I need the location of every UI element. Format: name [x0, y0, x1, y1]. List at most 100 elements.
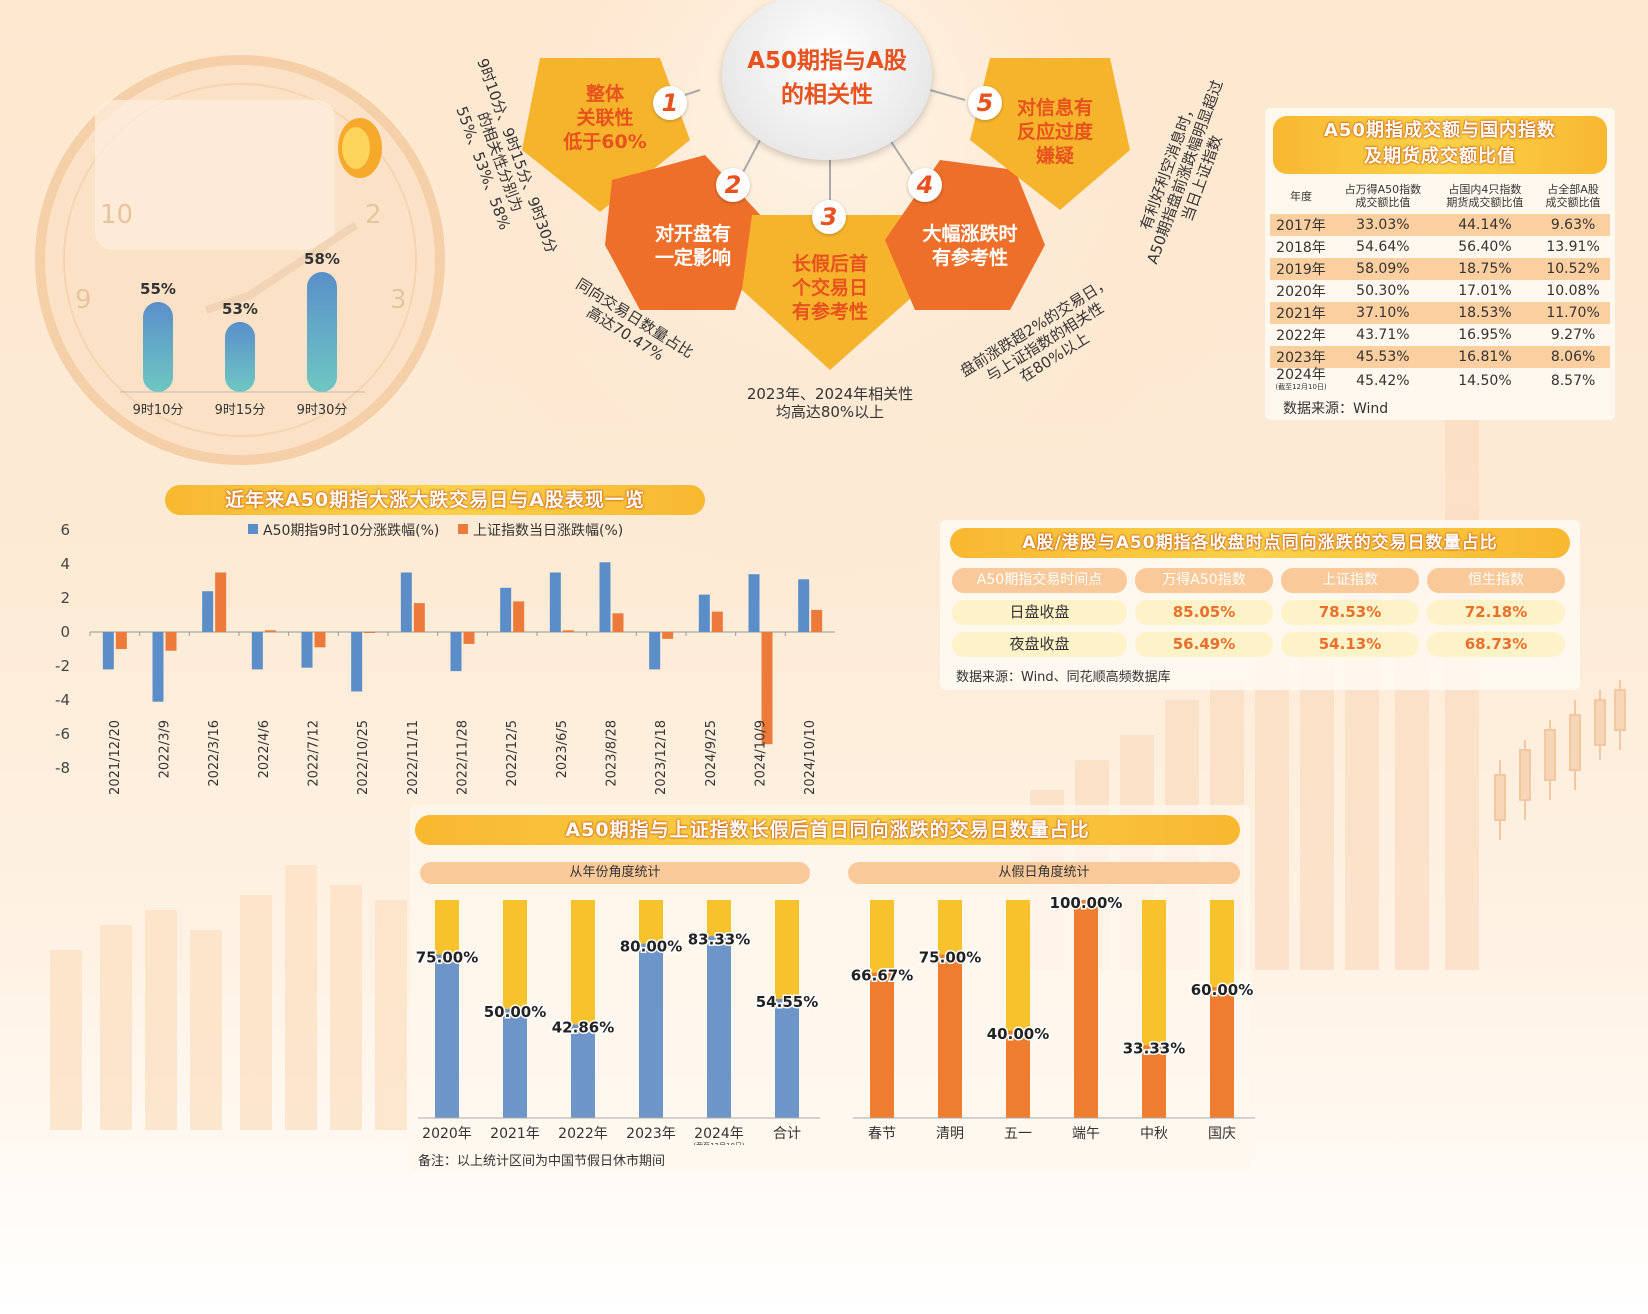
bar-category-label: 2022年: [558, 1126, 608, 1142]
header-cell: 占全部A股 成交额比值: [1536, 178, 1610, 214]
year-cell: 2017年: [1276, 218, 1326, 234]
swing-bar: [798, 579, 810, 632]
y-tick-label: -8: [55, 759, 70, 777]
sync-value-cell: 72.18%: [1427, 600, 1565, 625]
sync-table-title: A股/港股与A50期指各收盘时点同向涨跌的交易日数量占比: [950, 528, 1570, 558]
year-cell: 2024年 (截至12月10日): [1270, 368, 1332, 394]
bar-category-label: 春节: [868, 1126, 896, 1142]
factor-line: 对信息有: [1016, 97, 1093, 119]
note-line: 均高达80%以上: [775, 403, 885, 421]
bar-fill: [775, 999, 799, 1118]
factor-4-number: 4: [908, 168, 942, 202]
swing-bar: [599, 562, 611, 632]
year-bar-chart: 75.00% 2020年 50.00% 2021年 42.86% 2022年 80.00% 2…: [414, 900, 820, 1145]
factor-line: 有参考性: [931, 247, 1008, 269]
ratio-table-row: 2021年 37.10% 18.53% 11.70%: [1270, 302, 1610, 324]
y-tick-label: -4: [55, 691, 70, 709]
note-line: 2023年、2024年相关性: [746, 385, 914, 403]
corr-bar: [143, 302, 173, 392]
sync-value-cell: 54.13%: [1281, 632, 1419, 657]
corr-bar-category: 9时30分: [297, 403, 348, 418]
value-cell: 37.10%: [1356, 305, 1410, 321]
ratio-table-row: 2023年 45.53% 16.81% 8.06%: [1270, 346, 1610, 368]
corr-bar-category: 9时15分: [215, 403, 266, 418]
swing-bar: [301, 632, 313, 668]
bar-fill: [503, 1009, 527, 1118]
factor-1-text: 整体 关联性 低于60%: [545, 82, 665, 154]
ratio-table-row: 2024年 (截至12月10日) 45.42% 14.50% 8.57%: [1270, 368, 1610, 394]
x-tick-label: 2022/10/25: [356, 720, 371, 795]
value-cell: 10.52%: [1546, 261, 1600, 277]
bar-category-label: 合计: [773, 1126, 801, 1142]
swing-bar: [115, 632, 127, 649]
ratio-table-panel: A50期指成交额与国内指数 及期货成交额比值 年度 占万得A50指数 成交额比值 …: [1265, 108, 1615, 420]
swing-bar: [400, 572, 412, 632]
x-tick-label: 2022/7/12: [307, 720, 322, 787]
swing-bar: [811, 609, 823, 632]
bar-category-label: 国庆: [1208, 1126, 1236, 1142]
bar-fill: [435, 954, 459, 1118]
clock-number: 10: [100, 200, 134, 230]
bar-category-label: 2021年: [490, 1126, 540, 1142]
swing-bar: [351, 632, 363, 692]
bar-fill: [707, 936, 731, 1118]
note-3: 2023年、2024年相关性 均高达80%以上: [735, 385, 925, 421]
value-cell: 16.95%: [1458, 327, 1512, 343]
swing-bar-chart: 6 4 2 0 -2 -4 -6 -8 A50期指9时10分涨跌幅(%) 上证指数当日涨跌幅(%)…: [55, 521, 835, 795]
bar-category-label: 端午: [1072, 1126, 1100, 1142]
factor-2-number: 2: [716, 168, 750, 202]
holiday-section-note: 备注：以上统计区间为中国节假日休市期间: [418, 1154, 666, 1169]
bar-category-label: 清明: [936, 1126, 964, 1142]
title-line: A50期指成交额与国内指数: [1324, 120, 1556, 141]
bar-fill: [870, 972, 894, 1118]
bar-value-label: 83.33%: [688, 930, 750, 948]
bar-value-label: 100.00%: [1050, 894, 1123, 912]
x-tick-label: 2022/4/6: [257, 720, 272, 778]
value-cell: 18.53%: [1458, 305, 1512, 321]
bar-value-label: 60.00%: [1191, 981, 1253, 999]
bar-fill: [1006, 1030, 1030, 1118]
value-cell: 45.42%: [1356, 373, 1410, 389]
year-cell: 2019年: [1276, 262, 1326, 278]
value-cell: 18.75%: [1458, 261, 1512, 277]
swing-bar: [748, 574, 760, 632]
value-cell: 54.64%: [1356, 239, 1410, 255]
year-cell: 2022年: [1276, 328, 1326, 344]
ratio-table-header: 年度 占万得A50指数 成交额比值 占国内4只指数 期货成交额比值 占全部A股 成交额…: [1270, 178, 1610, 214]
sync-header-cell: 上证指数: [1281, 568, 1419, 593]
clock-hand: [204, 221, 359, 314]
swing-chart-title: 近年来A50期指大涨大跌交易日与A股表现一览: [165, 485, 705, 515]
x-tick-label: 2024/10/9: [754, 720, 769, 787]
bar-value-label: 50.00%: [484, 1003, 546, 1021]
swing-bar: [202, 591, 214, 632]
value-cell: 17.01%: [1458, 283, 1512, 299]
correlation-bar-chart: 55% 9时10分 53% 9时15分 58% 9时30分: [120, 221, 365, 418]
box-icon: [95, 100, 335, 250]
factor-3-number: 3: [812, 200, 846, 234]
value-cell: 13.91%: [1546, 239, 1600, 255]
title-line: 及期货成交额比值: [1364, 146, 1516, 167]
header-cell: 年度: [1270, 178, 1332, 214]
sync-value-cell: 56.49%: [1135, 632, 1273, 657]
swing-bar: [698, 594, 710, 632]
bar-fill: [1142, 1045, 1166, 1118]
header-cell: 占万得A50指数 成交额比值: [1332, 178, 1434, 214]
center-circle: [722, 0, 932, 160]
ratio-table-title: A50期指成交额与国内指数 及期货成交额比值: [1273, 116, 1607, 174]
corr-bar-value: 53%: [222, 300, 258, 318]
value-cell: 16.81%: [1458, 349, 1512, 365]
factor-5-text: 对信息有 反应过度 嫌疑: [995, 96, 1115, 168]
legend-label: A50期指9时10分涨跌幅(%): [263, 523, 439, 539]
swing-bar: [364, 632, 376, 633]
ratio-table-source: 数据来源：Wind: [1283, 401, 1389, 417]
ratio-table: 年度 占万得A50指数 成交额比值 占国内4只指数 期货成交额比值 占全部A股 成交额…: [1270, 178, 1610, 394]
legend-swatch: [458, 524, 468, 534]
corr-bar: [225, 322, 255, 392]
sync-table-source: 数据来源：Wind、同花顺高频数据库: [956, 670, 1171, 685]
factor-line: 大幅涨跌时: [922, 223, 1018, 245]
bar-category-label: 中秋: [1140, 1126, 1168, 1142]
corr-bar-value: 55%: [140, 280, 176, 298]
value-cell: 11.70%: [1546, 305, 1600, 321]
swing-bar: [463, 632, 475, 644]
year-note: (截至12月10日): [1275, 383, 1327, 391]
